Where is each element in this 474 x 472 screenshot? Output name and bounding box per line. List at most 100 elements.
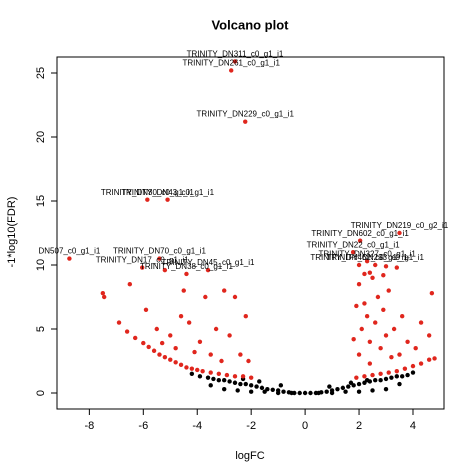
point [222,386,227,392]
point [229,68,234,73]
point [124,329,130,334]
plot-frame [56,56,445,410]
point [405,372,410,378]
y-tick-label: 15 [35,195,47,207]
point [399,314,405,319]
point [162,354,168,360]
point [151,348,157,353]
point [386,370,391,375]
point [243,381,248,387]
point-label: TRINITY_DN30_c0_g1_i1 [101,188,194,197]
point [157,352,162,357]
point [145,197,150,202]
point [397,381,402,387]
point [200,369,205,374]
point [429,290,435,296]
x-tick-label: -4 [192,420,202,432]
point [356,352,362,357]
point [257,379,262,384]
point [173,346,178,351]
point [418,361,424,366]
point [394,374,400,379]
point [370,388,375,393]
point [297,390,302,396]
point [351,337,356,342]
point [413,346,418,351]
point [213,326,219,332]
point [143,307,149,312]
point [373,320,378,325]
point [243,314,248,319]
point [208,352,213,357]
point-label: DN507_c0_g1_i1 [38,247,100,256]
y-tick-label: 10 [35,259,47,271]
point [394,369,400,374]
point [354,375,359,380]
point [397,352,402,357]
point [354,303,359,309]
y-tick-label: 0 [35,390,47,396]
point [184,271,189,277]
point-label: TRINITY_DN70_c0_g1_i1 [113,247,206,256]
point [224,372,230,378]
point [335,386,340,392]
y-tick-label: 25 [35,67,47,79]
point [364,314,370,319]
point [410,370,416,375]
point [259,385,265,391]
point [178,314,184,319]
point [391,326,397,332]
point-label: TRINITY_DN219_c0_g2_i1 [351,221,449,230]
point-label: TRINITY_DN229_c0_g1_i1 [197,110,295,119]
x-tick-label: -2 [246,420,256,432]
point [208,370,213,375]
point [197,339,203,344]
point [227,379,232,384]
point [192,349,197,355]
point [346,384,351,389]
point [238,381,243,387]
point [381,273,386,278]
point [154,326,159,332]
point-label: TRINITY_DN45_c0_g1_i1 [162,258,255,267]
point [289,390,294,396]
point [238,352,243,357]
point [281,389,286,394]
point [240,374,246,379]
point [378,371,383,376]
point [100,290,106,296]
point [141,340,146,346]
point [375,294,381,300]
point [381,307,386,312]
point [205,375,211,380]
point [386,288,391,293]
point [186,320,192,325]
point [168,357,173,362]
point [316,390,321,396]
point [203,294,208,300]
point [248,383,254,388]
point [232,380,238,385]
point [432,356,437,361]
point [367,361,373,366]
point [383,264,389,269]
point [327,384,332,389]
point [278,383,284,388]
point [426,357,432,362]
point [205,267,211,273]
point [418,320,424,325]
point [389,354,394,360]
point-label: TRINITY_DN602_c0_g1_i1 [311,229,409,238]
point [348,380,354,385]
point [356,381,362,387]
point [189,366,195,371]
point [389,375,394,380]
point [359,326,364,332]
point [356,389,362,394]
point [162,267,168,273]
point [211,376,216,382]
point [370,275,375,280]
point [127,282,133,287]
